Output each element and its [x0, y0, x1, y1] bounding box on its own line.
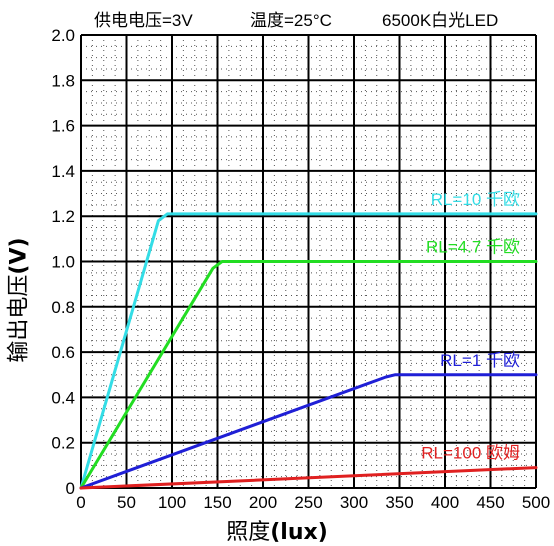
y-tick-label: 0 — [66, 479, 75, 498]
y-tick-label: 1.8 — [51, 71, 75, 90]
x-tick-label: 250 — [294, 493, 322, 512]
series-line — [79, 373, 538, 490]
x-axis-label-unit: (lux) — [270, 520, 328, 545]
series-label: RL=100 欧姆 — [421, 444, 520, 463]
y-axis-label-main: 输出电压 — [7, 274, 32, 363]
x-tick-label: 0 — [76, 493, 85, 512]
y-tick-label: 0.8 — [51, 298, 75, 317]
x-axis-label: 照度(lux) — [0, 514, 554, 546]
x-tick-label: 450 — [476, 493, 504, 512]
x-tick-label: 350 — [385, 493, 413, 512]
y-tick-label: 0.4 — [51, 388, 75, 407]
y-tick-label: 1.0 — [51, 253, 75, 272]
y-tick-label: 0.2 — [51, 434, 75, 453]
temperature-text: 温度=25°C — [250, 11, 332, 30]
series-line — [79, 466, 538, 490]
supply-voltage-text: 供电电压=3V — [94, 11, 193, 30]
y-tick-label: 1.2 — [51, 207, 75, 226]
series-line — [79, 260, 538, 490]
x-tick-label: 300 — [340, 493, 368, 512]
y-tick-label: 0.6 — [51, 343, 75, 362]
x-tick-label: 150 — [203, 493, 231, 512]
x-tick-label: 400 — [431, 493, 459, 512]
light-source-text: 6500K白光LED — [382, 11, 499, 30]
series-label: RL=4.7 千欧 — [426, 238, 520, 257]
y-axis-label-unit: (V) — [7, 237, 32, 275]
y-tick-label: 1.4 — [51, 162, 75, 181]
series-label: RL=1 千欧 — [440, 351, 520, 370]
series-label: RL=10 千欧 — [431, 190, 520, 209]
y-tick-label: 2.0 — [51, 26, 75, 45]
x-tick-label: 100 — [158, 493, 186, 512]
y-tick-label: 1.6 — [51, 117, 75, 136]
x-axis-label-main: 照度 — [226, 520, 271, 545]
x-tick-label: 200 — [249, 493, 277, 512]
x-tick-label: 50 — [117, 493, 136, 512]
y-axis-label: 输出电压(V) — [2, 200, 32, 400]
series-line — [79, 212, 538, 490]
x-tick-label: 500 — [522, 493, 550, 512]
